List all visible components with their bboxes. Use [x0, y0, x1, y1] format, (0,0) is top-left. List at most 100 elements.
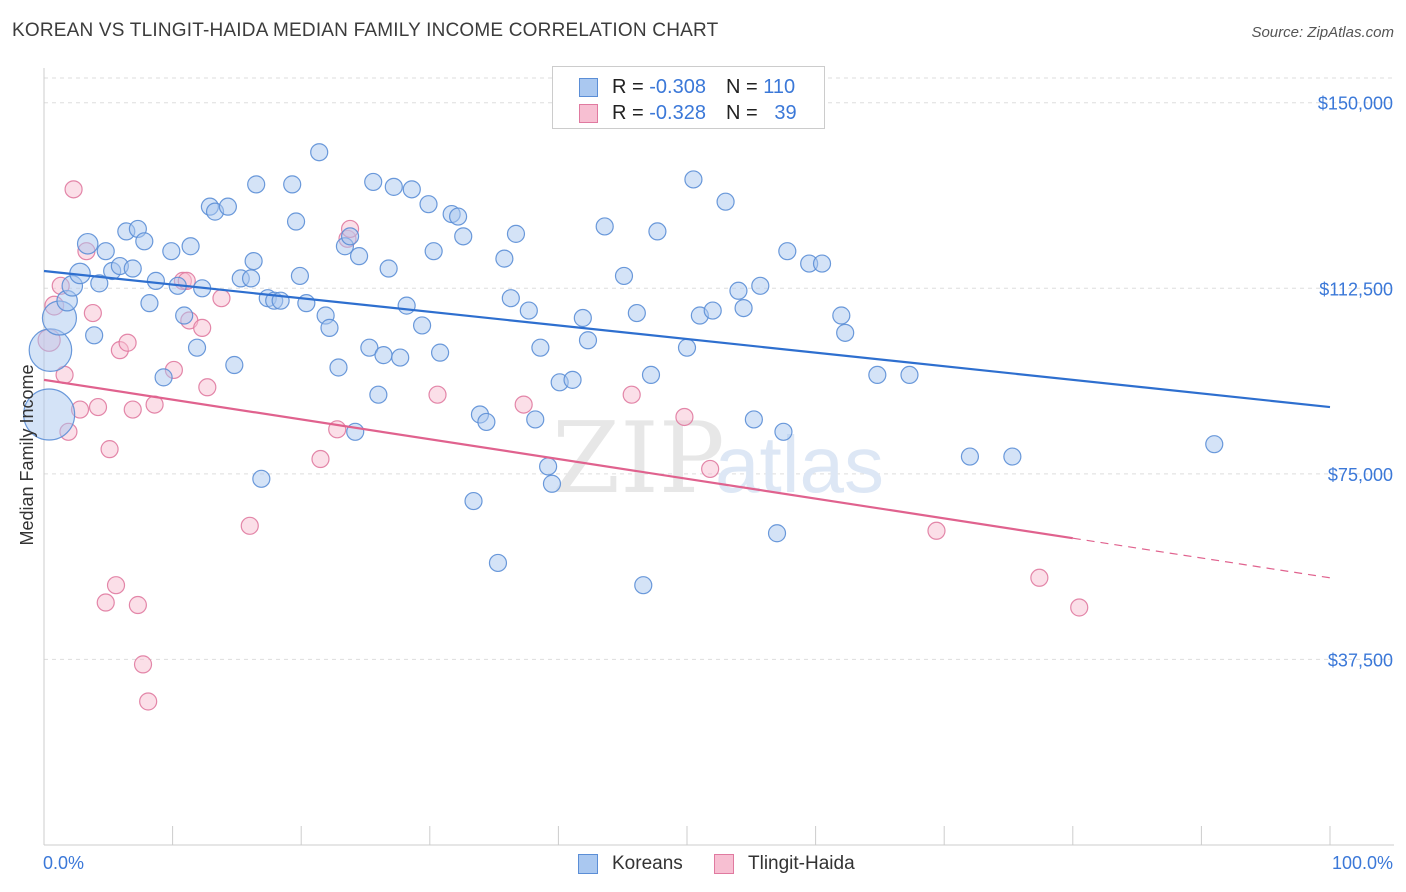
- data-point: [90, 274, 109, 293]
- data-point: [140, 294, 159, 313]
- legend-n-label: N =: [725, 101, 758, 124]
- data-point: [595, 217, 614, 236]
- data-point: [563, 370, 582, 389]
- data-point: [506, 224, 526, 243]
- legend-r-label: R =: [612, 75, 644, 98]
- data-point: [701, 459, 720, 479]
- tlingit-haida-trend-line: [43, 378, 1073, 540]
- data-point: [675, 407, 694, 427]
- data-point: [1003, 447, 1022, 466]
- source-credit: Source: ZipAtlas.com: [1251, 24, 1394, 41]
- data-point: [778, 242, 797, 261]
- data-point: [634, 576, 653, 595]
- data-point: [774, 422, 793, 441]
- data-point: [379, 259, 398, 278]
- data-point: [64, 180, 83, 199]
- data-point: [519, 301, 538, 320]
- data-point: [729, 281, 748, 300]
- data-point: [139, 692, 158, 711]
- x-min-label: 0.0%: [43, 853, 84, 873]
- data-point: [88, 397, 108, 417]
- data-point: [320, 318, 339, 337]
- data-point: [419, 195, 438, 214]
- data-point: [812, 254, 832, 273]
- legend-r-value-koreans: -0.308: [649, 75, 706, 98]
- koreans-swatch: [579, 77, 598, 97]
- data-point: [100, 440, 119, 459]
- data-point: [495, 249, 514, 268]
- tlingit-haida-trend-extension: [1072, 537, 1331, 579]
- watermark-zip: ZIP: [552, 402, 725, 516]
- data-point: [384, 177, 403, 196]
- data-point: [252, 469, 271, 488]
- data-point: [364, 172, 383, 192]
- y-tick-label: $112,500: [1319, 279, 1393, 299]
- data-point: [23, 388, 76, 441]
- data-point: [836, 323, 855, 342]
- data-point: [349, 247, 369, 266]
- legend-row-tlingit-haida: R = -0.328 N = 39: [579, 101, 797, 125]
- watermark: ZIP atlas: [552, 402, 884, 516]
- data-point: [641, 365, 661, 385]
- data-point: [76, 232, 99, 255]
- data-point: [96, 593, 115, 612]
- data-point: [311, 449, 330, 469]
- data-point: [677, 338, 697, 357]
- data-point: [573, 308, 592, 328]
- data-point: [526, 410, 545, 429]
- data-point: [241, 269, 261, 288]
- legend-n-value-tlingit-haida: 39: [774, 101, 797, 124]
- data-point: [734, 299, 753, 318]
- data-point: [703, 301, 722, 320]
- data-point: [96, 242, 115, 261]
- series-legend-koreans: Koreans: [578, 852, 683, 876]
- data-point: [448, 207, 468, 226]
- data-point: [360, 338, 379, 357]
- data-point: [212, 289, 231, 308]
- watermark-atlas: atlas: [715, 420, 884, 509]
- data-point: [193, 318, 212, 337]
- trend-lines: [43, 269, 1331, 579]
- data-point: [767, 524, 787, 543]
- data-point: [146, 271, 165, 290]
- y-tick-label: $75,000: [1328, 465, 1393, 485]
- data-point: [218, 197, 237, 216]
- y-tick-label: $150,000: [1318, 94, 1393, 114]
- data-point: [181, 237, 200, 256]
- data-point: [123, 259, 142, 278]
- data-point: [369, 385, 388, 404]
- x-max-label: 100.0%: [1332, 853, 1393, 873]
- legend-r-label: R =: [612, 101, 644, 124]
- data-point: [340, 227, 360, 246]
- data-point: [464, 491, 483, 511]
- data-point: [198, 378, 217, 397]
- data-point: [488, 553, 508, 573]
- data-point: [684, 170, 703, 189]
- data-point: [175, 306, 194, 325]
- data-point: [430, 343, 450, 362]
- koreans-trend-line: [43, 269, 1331, 409]
- data-point: [424, 242, 443, 261]
- data-point: [514, 395, 533, 414]
- data-point: [85, 326, 104, 345]
- data-point: [542, 474, 562, 493]
- data-point: [477, 412, 496, 432]
- correlation-legend: R = -0.308 N = 110 R = -0.328 N = 39: [552, 66, 825, 129]
- data-point: [578, 331, 598, 350]
- tlingit-haida-legend-swatch: [714, 854, 734, 874]
- data-point: [539, 457, 558, 476]
- data-point: [744, 410, 763, 429]
- koreans-legend-swatch: [578, 854, 598, 874]
- y-tick-labels: $37,500 $75,000 $112,500 $150,000: [1318, 94, 1393, 671]
- data-point: [310, 143, 329, 162]
- data-point: [240, 516, 259, 535]
- data-point: [614, 266, 634, 286]
- data-point: [244, 251, 263, 271]
- data-point: [106, 576, 126, 595]
- y-axis-label: Median Family Income: [17, 364, 37, 545]
- data-point: [290, 266, 310, 286]
- data-point: [162, 242, 181, 261]
- data-point: [128, 595, 147, 615]
- data-point: [1205, 435, 1224, 454]
- data-point: [751, 276, 770, 295]
